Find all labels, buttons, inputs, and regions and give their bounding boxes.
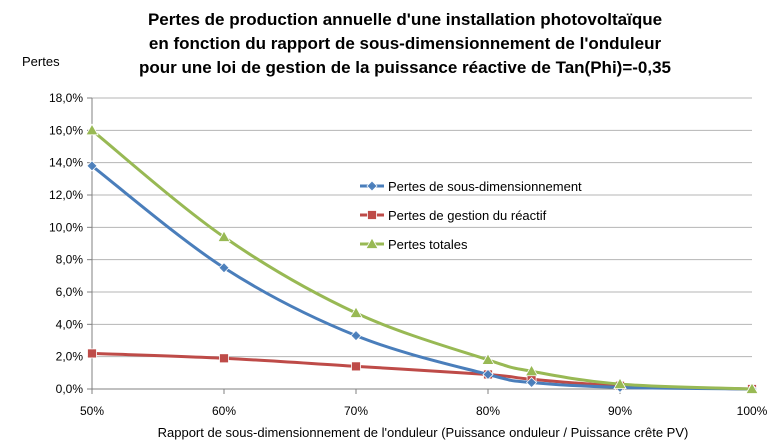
x-tick-label: 80% (476, 404, 500, 418)
series-line (91, 351, 753, 391)
legend-marker (367, 210, 377, 220)
data-point (349, 306, 363, 318)
x-tick-label: 90% (608, 404, 632, 418)
y-tick-label: 2,0% (56, 350, 84, 364)
data-point (218, 262, 230, 274)
y-tick-label: 14,0% (49, 156, 83, 170)
data-point (86, 160, 98, 172)
x-axis-label: Rapport de sous-dimensionnement de l'ond… (158, 425, 689, 440)
gridlines (92, 97, 752, 358)
data-point (481, 353, 495, 365)
y-tick-label: 4,0% (56, 317, 84, 331)
x-tick-label: 60% (212, 404, 236, 418)
y-tick-label: 12,0% (49, 188, 83, 202)
data-point (85, 123, 99, 136)
data-point (87, 348, 97, 359)
data-point (217, 230, 231, 242)
tick-labels: 0,0% 2,0% 4,0% 6,0% 8,0% 10,0% 12,0% 14,0% 16,0%… (49, 91, 768, 418)
data-point (525, 376, 538, 389)
legend-label: Pertes totales (388, 237, 468, 252)
legend-label: Pertes de gestion du réactif (388, 208, 547, 223)
y-tick-label: 16,0% (49, 123, 83, 137)
y-tick-label: 18,0% (49, 91, 83, 105)
y-axis-label: Pertes (22, 54, 60, 69)
data-point (524, 364, 539, 377)
data-point (351, 361, 361, 372)
x-tick-label: 50% (80, 404, 104, 418)
chart-title: Pertes de production annuelle d'une inst… (139, 10, 671, 77)
legend-marker (366, 180, 378, 192)
data-point (613, 377, 627, 390)
data-point (745, 382, 759, 394)
y-tick-label: 8,0% (56, 253, 84, 267)
legend: Pertes de sous-dimensionnement Pertes de … (360, 179, 582, 252)
y-tick-label: 10,0% (49, 220, 83, 234)
x-tick-label: 100% (737, 404, 768, 418)
data-point (482, 368, 494, 381)
data-point (350, 330, 362, 342)
x-tick-label: 70% (344, 404, 368, 418)
series-diamond (86, 160, 758, 395)
series-group (85, 123, 759, 395)
y-tick-label: 6,0% (56, 285, 84, 299)
legend-label: Pertes de sous-dimensionnement (388, 179, 582, 194)
legend-marker (365, 237, 379, 249)
y-tick-label: 0,0% (56, 382, 84, 396)
chart-title-line-3: pour une loi de gestion de la puissance … (139, 58, 671, 77)
series-triangle (85, 123, 759, 394)
legend-entry: Pertes de sous-dimensionnement (360, 179, 582, 194)
chart-title-line-1: Pertes de production annuelle d'une inst… (148, 10, 662, 29)
chart-title-line-2: en fonction du rapport de sous-dimension… (149, 34, 662, 53)
legend-entry: Pertes de gestion du réactif (360, 208, 547, 223)
legend-entry: Pertes totales (360, 237, 468, 252)
data-point (219, 353, 229, 364)
